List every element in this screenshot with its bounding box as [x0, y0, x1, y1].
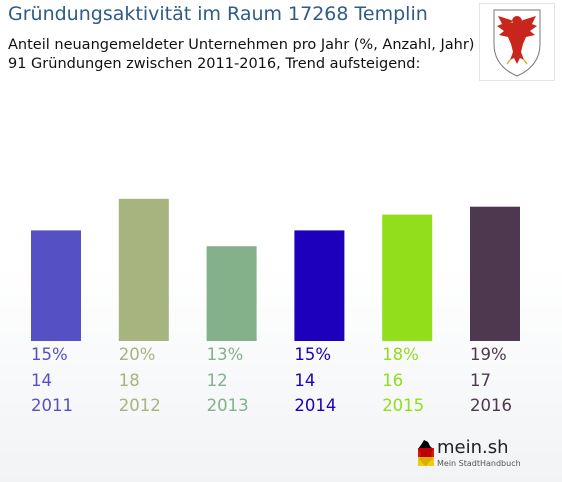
count-label-2014: 14 — [294, 371, 316, 390]
count-label-2015: 16 — [382, 371, 404, 390]
count-label-2016: 17 — [470, 371, 491, 390]
chart-subtitle: Anteil neuangemeldeter Unternehmen pro J… — [8, 37, 475, 53]
year-label-2015: 2015 — [382, 396, 425, 415]
percent-label-2011: 15% — [31, 345, 68, 364]
bar-2015 — [382, 214, 433, 341]
mein-sh-logo: mein.sh Mein StadtHandbuch — [418, 434, 528, 474]
percent-label-2016: 19% — [470, 345, 507, 364]
chart-summary: 91 Gründungen zwischen 2011-2016, Trend … — [8, 56, 421, 72]
percent-label-2013: 13% — [206, 345, 244, 364]
count-label-2011: 14 — [31, 371, 52, 390]
percent-label-2014: 15% — [294, 345, 332, 364]
percent-label-2015: 18% — [382, 345, 419, 364]
bar-2016 — [470, 206, 520, 341]
year-label-2012: 2012 — [118, 396, 161, 415]
count-label-2012: 18 — [118, 371, 140, 390]
count-label-2013: 12 — [206, 371, 228, 390]
logo-name: mein.sh — [437, 437, 509, 458]
germany-map-icon — [418, 440, 434, 466]
bar-2013 — [206, 246, 257, 341]
percent-label-2012: 20% — [118, 345, 156, 364]
year-label-2014: 2014 — [294, 396, 337, 415]
year-label-2016: 2016 — [470, 396, 512, 415]
bar-2012 — [118, 198, 169, 341]
year-label-2013: 2013 — [206, 396, 249, 415]
logo-tagline: Mein StadtHandbuch — [437, 459, 521, 468]
bar-2014 — [294, 230, 345, 341]
chart-title: Gründungsaktivität im Raum 17268 Templin — [8, 3, 428, 25]
brandenburg-eagle-crest-icon — [479, 3, 555, 81]
bar-2011 — [31, 230, 81, 341]
year-label-2011: 2011 — [31, 396, 73, 415]
